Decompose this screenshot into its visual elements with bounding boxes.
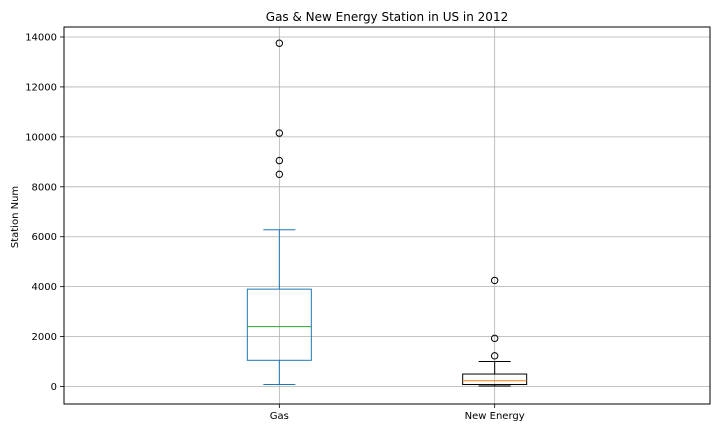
x-tick-label: Gas — [270, 411, 289, 422]
outlier-point — [490, 352, 499, 360]
y-tick-label: 14000 — [25, 32, 57, 43]
outlier-point — [275, 129, 284, 137]
outlier-point — [490, 334, 499, 343]
y-tick-label: 4000 — [32, 282, 57, 293]
grid-lines — [64, 27, 710, 404]
chart-title: Gas & New Energy Station in US in 2012 — [266, 10, 508, 24]
y-tick-label: 10000 — [25, 132, 57, 143]
y-tick-label: 2000 — [32, 332, 57, 343]
y-axis: 0 2000 4000 6000 8000 10000 12000 14000 — [25, 32, 64, 393]
y-tick-label: 0 — [51, 382, 57, 393]
box-1 — [462, 276, 528, 387]
plot-frame — [63, 26, 711, 405]
outlier-point — [275, 170, 284, 179]
x-tick-label: New Energy — [465, 411, 525, 422]
x-axis: Gas New Energy — [270, 404, 525, 422]
outlier-point — [275, 156, 284, 165]
y-axis-title: Station Num — [10, 186, 21, 248]
iqr-box — [246, 288, 312, 361]
box-0 — [246, 39, 312, 386]
outlier-point — [490, 276, 499, 285]
y-tick-label: 12000 — [25, 82, 57, 93]
outlier-point — [275, 39, 284, 47]
y-tick-label: 8000 — [32, 182, 57, 193]
plot-area — [246, 39, 528, 387]
iqr-box — [462, 373, 528, 386]
y-tick-label: 6000 — [32, 232, 57, 243]
